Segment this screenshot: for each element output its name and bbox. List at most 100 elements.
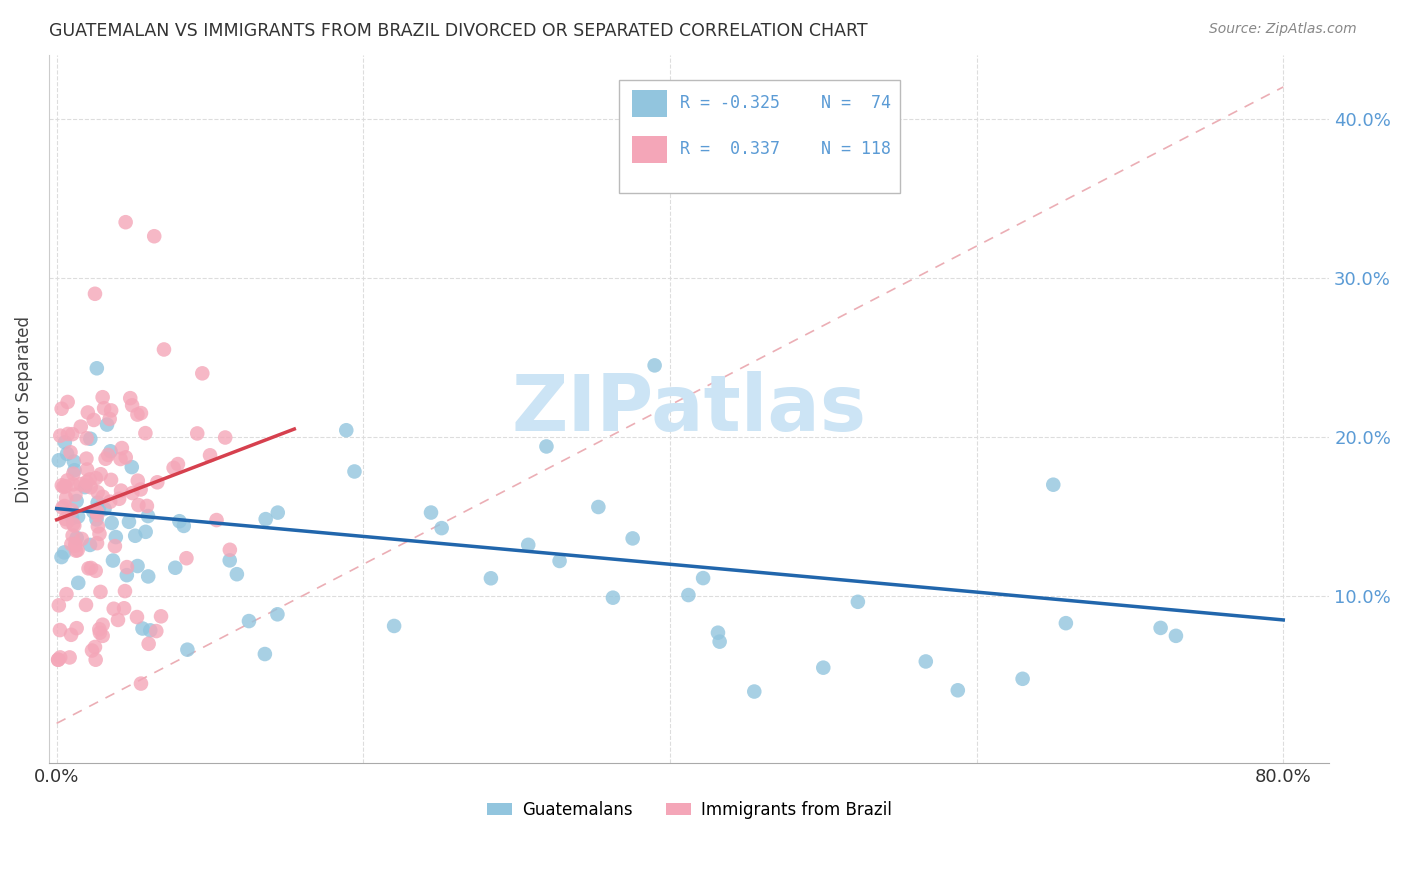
- Point: [1011, 672, 1033, 686]
- Point: [87, 501, 110, 516]
- Point: [176, 551, 198, 566]
- Point: [60, 427, 83, 442]
- Point: [678, 588, 700, 602]
- Point: [56, 447, 79, 461]
- Point: [136, 569, 159, 583]
- Y-axis label: Divorced or Separated: Divorced or Separated: [15, 316, 32, 502]
- Point: [94, 451, 117, 466]
- Point: [254, 512, 277, 526]
- Point: [267, 506, 290, 520]
- Point: [100, 403, 122, 417]
- Point: [129, 483, 152, 497]
- Point: [114, 584, 136, 599]
- Point: [86, 485, 108, 500]
- Point: [76, 431, 98, 445]
- Point: [80, 643, 103, 657]
- Point: [548, 554, 571, 568]
- Point: [120, 391, 142, 405]
- Point: [75, 598, 97, 612]
- Point: [214, 430, 236, 444]
- Point: [73, 480, 96, 494]
- Point: [114, 450, 136, 465]
- Point: [108, 491, 131, 506]
- Point: [53, 512, 76, 526]
- Point: [138, 637, 160, 651]
- Point: [46, 653, 69, 667]
- Point: [63, 454, 86, 468]
- Point: [621, 532, 644, 546]
- Point: [110, 483, 132, 498]
- Point: [86, 508, 108, 522]
- Point: [692, 571, 714, 585]
- Point: [79, 432, 101, 446]
- Legend: Guatemalans, Immigrants from Brazil: Guatemalans, Immigrants from Brazil: [479, 794, 898, 826]
- Point: [430, 521, 453, 535]
- Point: [82, 505, 104, 519]
- Point: [67, 509, 90, 524]
- Point: [65, 487, 87, 501]
- Point: [846, 595, 869, 609]
- Point: [84, 564, 107, 578]
- Point: [53, 435, 76, 450]
- Text: ZIPatlas: ZIPatlas: [512, 371, 866, 447]
- Point: [114, 215, 136, 229]
- Point: [51, 478, 73, 492]
- Point: [56, 474, 79, 488]
- Point: [191, 367, 214, 381]
- Point: [59, 445, 82, 459]
- Point: [84, 653, 107, 667]
- Point: [46, 653, 69, 667]
- Point: [84, 286, 107, 301]
- Point: [56, 426, 79, 441]
- Text: N = 118: N = 118: [821, 140, 891, 158]
- Point: [145, 624, 167, 638]
- Point: [100, 444, 122, 458]
- Point: [115, 560, 138, 574]
- Point: [53, 499, 76, 513]
- Point: [55, 479, 77, 493]
- Point: [86, 505, 108, 519]
- Point: [121, 398, 143, 412]
- Point: [238, 614, 260, 628]
- Point: [118, 515, 141, 529]
- Point: [91, 617, 114, 632]
- Point: [914, 655, 936, 669]
- Point: [91, 390, 114, 404]
- Point: [63, 518, 86, 533]
- Point: [49, 428, 72, 442]
- Point: [225, 567, 247, 582]
- Point: [89, 622, 111, 636]
- Point: [62, 528, 84, 542]
- Point: [1054, 616, 1077, 631]
- Point: [76, 475, 98, 489]
- Point: [48, 599, 70, 613]
- Point: [169, 514, 191, 528]
- Point: [60, 503, 83, 517]
- Point: [65, 543, 87, 558]
- Point: [77, 561, 100, 575]
- Point: [84, 640, 107, 654]
- Point: [420, 506, 443, 520]
- Point: [93, 501, 115, 516]
- Point: [62, 467, 84, 481]
- Point: [111, 441, 134, 455]
- Point: [135, 499, 157, 513]
- Point: [1042, 477, 1064, 491]
- Point: [100, 473, 122, 487]
- Point: [66, 543, 89, 558]
- Point: [127, 474, 149, 488]
- Point: [110, 452, 132, 467]
- Point: [167, 457, 190, 471]
- Point: [53, 545, 76, 559]
- Point: [84, 471, 107, 485]
- Point: [127, 498, 149, 512]
- Point: [83, 413, 105, 427]
- Point: [139, 624, 162, 638]
- Point: [129, 676, 152, 690]
- Point: [86, 536, 108, 550]
- Text: R = -0.325: R = -0.325: [681, 95, 780, 112]
- Point: [644, 359, 666, 373]
- Point: [48, 453, 70, 467]
- Point: [150, 609, 173, 624]
- Point: [124, 529, 146, 543]
